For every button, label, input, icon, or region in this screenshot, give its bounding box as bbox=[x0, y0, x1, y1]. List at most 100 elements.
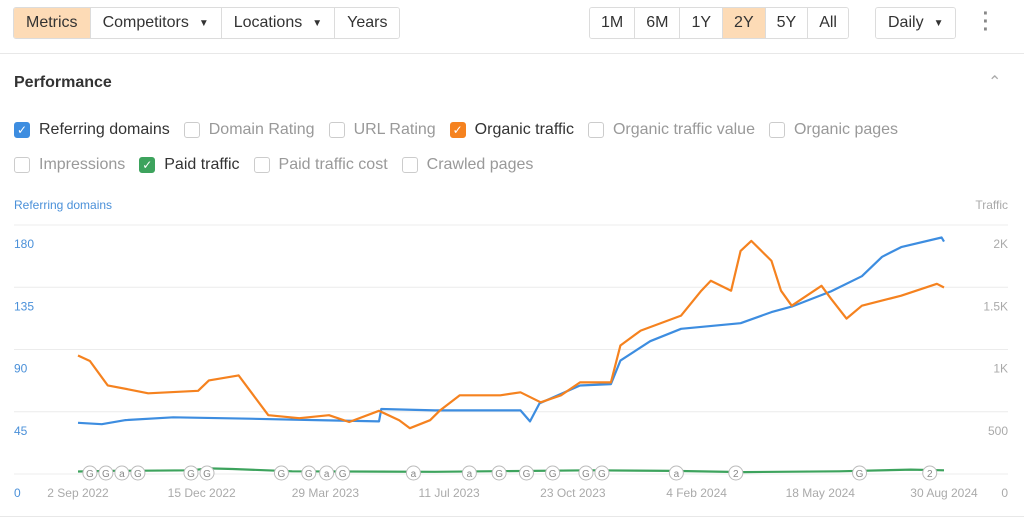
divider bbox=[0, 516, 1024, 517]
metric-label: Organic pages bbox=[793, 121, 899, 138]
annotation-marker bbox=[728, 465, 744, 481]
x-tick-label: 4 Feb 2024 bbox=[666, 486, 727, 500]
annotation-label: G bbox=[187, 469, 195, 480]
annotation-marker bbox=[668, 465, 684, 481]
annotation-marker bbox=[578, 465, 594, 481]
button-label: Years bbox=[347, 14, 388, 31]
x-tick-label: 2 Sep 2022 bbox=[47, 486, 109, 500]
right-tick-label: 1.5K bbox=[983, 299, 1008, 313]
metric-checkbox-impressions[interactable]: Impressions bbox=[14, 156, 125, 174]
left-tick-label: 45 bbox=[14, 424, 28, 438]
metric-checkbox-paid-traffic[interactable]: ✓ Paid traffic bbox=[139, 156, 240, 174]
button-label: Locations bbox=[233, 14, 303, 31]
checkbox-icon bbox=[401, 157, 418, 173]
x-tick-label: 11 Jul 2023 bbox=[419, 486, 480, 500]
annotation-label: a bbox=[467, 469, 473, 480]
annotation-label: G bbox=[134, 469, 142, 480]
annotation-marker bbox=[319, 465, 335, 481]
metric-checkbox-paid-traffic-cost[interactable]: Paid traffic cost bbox=[253, 156, 388, 174]
metric-checkbox-referring-domains[interactable]: ✓ Referring domains bbox=[14, 121, 170, 139]
annotation-label: G bbox=[523, 469, 531, 480]
all-button[interactable]: All bbox=[808, 8, 848, 38]
right-tick-label: 2K bbox=[993, 237, 1008, 251]
x-tick-label: 29 Mar 2023 bbox=[292, 486, 360, 500]
checkbox-icon bbox=[253, 157, 270, 173]
metric-label: Organic traffic bbox=[474, 121, 574, 138]
2y-button[interactable]: 2Y bbox=[723, 8, 766, 38]
annotation-label: G bbox=[278, 469, 286, 480]
annotation-label: G bbox=[582, 469, 590, 480]
button-label: Competitors bbox=[102, 14, 189, 31]
annotation-marker bbox=[518, 465, 534, 481]
metric-checkbox-organic-traffic[interactable]: ✓ Organic traffic bbox=[449, 121, 574, 139]
annotation-label: G bbox=[339, 469, 347, 480]
interval-dropdown[interactable]: Daily ▼ bbox=[875, 7, 957, 39]
left-tick-label: 135 bbox=[14, 299, 34, 313]
view-tabs: Metrics Competitors ▼ Locations ▼ Years bbox=[13, 7, 401, 39]
annotation-marker bbox=[114, 465, 130, 481]
annotation-label: a bbox=[411, 469, 417, 480]
annotation-marker bbox=[545, 465, 561, 481]
years-button[interactable]: Years bbox=[335, 8, 400, 38]
right-tick-label: 1K bbox=[993, 362, 1008, 376]
checkbox-icon bbox=[183, 122, 200, 138]
right-axis-title: Traffic bbox=[975, 198, 1008, 212]
annotation-label: G bbox=[856, 469, 864, 480]
button-label: 2Y bbox=[734, 14, 754, 31]
series-line-organic-traffic bbox=[77, 239, 945, 430]
left-tick-label: 0 bbox=[14, 486, 21, 500]
button-label: 6M bbox=[646, 14, 669, 31]
metric-label: Domain Rating bbox=[208, 121, 315, 138]
locations-button[interactable]: Locations ▼ bbox=[221, 8, 336, 38]
5y-button[interactable]: 5Y bbox=[765, 8, 809, 38]
metric-label: Referring domains bbox=[39, 121, 170, 138]
annotation-marker bbox=[273, 465, 289, 481]
1y-button[interactable]: 1Y bbox=[680, 8, 724, 38]
annotation-label: G bbox=[102, 469, 110, 480]
metrics-row-2: Impressions ✓ Paid traffic Paid traffic cos… bbox=[14, 156, 533, 174]
annotation-marker bbox=[594, 465, 610, 481]
metrics-row-1: ✓ Referring domains Domain Rating URL Ratin… bbox=[14, 121, 898, 139]
metric-checkbox-crawled-pages[interactable]: Crawled pages bbox=[401, 156, 533, 174]
checkmark-icon: ✓ bbox=[139, 157, 156, 173]
annotation-label: a bbox=[674, 469, 680, 480]
annotation-marker bbox=[491, 465, 507, 481]
annotation-label: G bbox=[305, 469, 313, 480]
checkbox-icon bbox=[14, 157, 30, 173]
metric-label: URL Rating bbox=[353, 121, 436, 138]
annotation-label: G bbox=[549, 469, 557, 480]
annotation-marker bbox=[852, 465, 868, 481]
annotation-marker bbox=[461, 465, 477, 481]
interval-button[interactable]: Daily ▼ bbox=[876, 8, 956, 38]
left-tick-label: 180 bbox=[14, 237, 34, 251]
metrics-button[interactable]: Metrics bbox=[14, 8, 91, 38]
left-axis-title: Referring domains bbox=[14, 198, 113, 212]
divider bbox=[0, 53, 1024, 54]
more-options-icon[interactable]: · · · bbox=[982, 3, 990, 41]
section-title: Performance bbox=[14, 74, 112, 91]
annotation-marker bbox=[199, 465, 215, 481]
caret-down-icon: ▼ bbox=[933, 17, 944, 29]
metric-label: Paid traffic cost bbox=[278, 156, 388, 173]
x-tick-label: 15 Dec 2022 bbox=[168, 486, 236, 500]
annotation-marker bbox=[98, 465, 114, 481]
metric-checkbox-organic-pages[interactable]: Organic pages bbox=[768, 121, 899, 139]
x-tick-label: 23 Oct 2023 bbox=[540, 486, 606, 500]
annotation-label: 2 bbox=[733, 469, 739, 480]
button-label: 5Y bbox=[776, 14, 797, 31]
competitors-button[interactable]: Competitors ▼ bbox=[90, 8, 222, 38]
metric-checkbox-domain-rating[interactable]: Domain Rating bbox=[183, 121, 315, 139]
annotation-label: 2 bbox=[927, 469, 933, 480]
annotation-label: a bbox=[119, 469, 125, 480]
caret-down-icon: ▼ bbox=[198, 17, 209, 29]
metric-label: Organic traffic value bbox=[612, 121, 755, 138]
series-line-referring-domains bbox=[77, 236, 945, 426]
1m-button[interactable]: 1M bbox=[590, 8, 636, 38]
metric-checkbox-url-rating[interactable]: URL Rating bbox=[328, 121, 436, 139]
annotation-marker bbox=[301, 465, 317, 481]
annotation-marker bbox=[922, 465, 938, 481]
chevron-up-icon[interactable]: ⌃ bbox=[988, 74, 1002, 91]
metric-checkbox-organic-traffic-value[interactable]: Organic traffic value bbox=[587, 121, 755, 139]
6m-button[interactable]: 6M bbox=[635, 8, 681, 38]
